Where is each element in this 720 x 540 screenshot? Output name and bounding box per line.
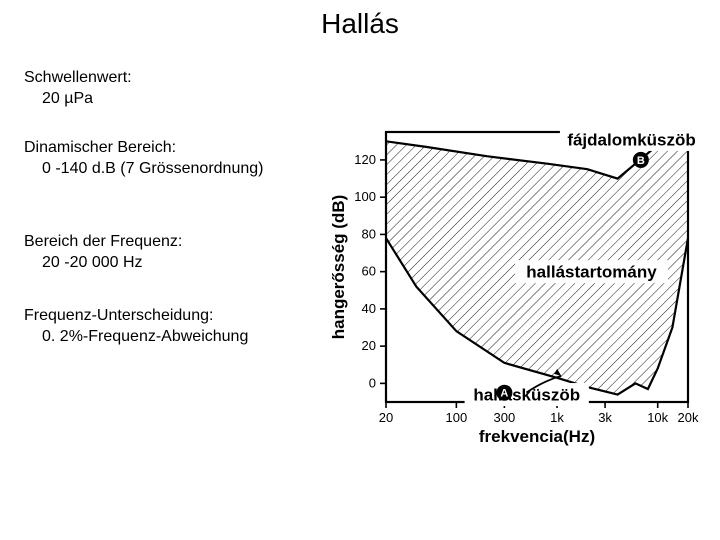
y-tick-label: 80 <box>362 226 376 241</box>
caption-freqdisc: Frequenz-Unterscheidung: 0. 2%-Frequenz-… <box>24 306 248 348</box>
caption-freqdisc-label: Frequenz-Unterscheidung: <box>24 306 248 327</box>
svg-text:B: B <box>637 155 645 167</box>
caption-dynrange-label: Dinamischer Bereich: <box>24 138 263 159</box>
caption-dynrange-value: 0 -140 d.B (7 Grössenordnung) <box>24 159 263 180</box>
caption-threshold-label: Schwellenwert: <box>24 68 132 89</box>
hearing-chart: 0 20 40 60 80 100 120 20 100 300 1k 3k 10k 20k frekven… <box>328 124 708 464</box>
x-tick-label: 300 <box>494 410 516 425</box>
y-tick-label: 0 <box>369 375 376 390</box>
y-tick-label: 60 <box>362 264 376 279</box>
caption-freqrange-label: Bereich der Frequenz: <box>24 232 182 253</box>
caption-threshold: Schwellenwert: 20 µPa <box>24 68 132 110</box>
y-tick-label: 120 <box>354 152 376 167</box>
label-hearing-threshold: hallásküszöb <box>473 386 580 405</box>
svg-text:A: A <box>500 388 508 400</box>
x-tick-label: 100 <box>446 410 468 425</box>
caption-freqrange: Bereich der Frequenz: 20 -20 000 Hz <box>24 232 182 274</box>
y-tick-label: 40 <box>362 301 376 316</box>
caption-dynrange: Dinamischer Bereich: 0 -140 d.B (7 Gröss… <box>24 138 263 180</box>
x-tick-label: 10k <box>647 410 668 425</box>
y-axis-label: hangerősség (dB) <box>329 195 348 340</box>
caption-freqdisc-value: 0. 2%-Frequenz-Abweichung <box>24 327 248 348</box>
x-tick-label: 20k <box>678 410 699 425</box>
page-title: Hallás <box>0 8 720 40</box>
y-tick-label: 20 <box>362 338 376 353</box>
label-hearing-area: hallástartomány <box>526 263 657 282</box>
x-tick-label: 3k <box>598 410 612 425</box>
x-axis-label: frekvencia(Hz) <box>479 427 595 446</box>
x-tick-label: 1k <box>550 410 564 425</box>
label-pain-threshold: fájdalomküszöb <box>567 130 695 149</box>
x-tick-label: 20 <box>379 410 393 425</box>
caption-threshold-value: 20 µPa <box>24 89 132 110</box>
y-tick-label: 100 <box>354 189 376 204</box>
caption-freqrange-value: 20 -20 000 Hz <box>24 253 182 274</box>
